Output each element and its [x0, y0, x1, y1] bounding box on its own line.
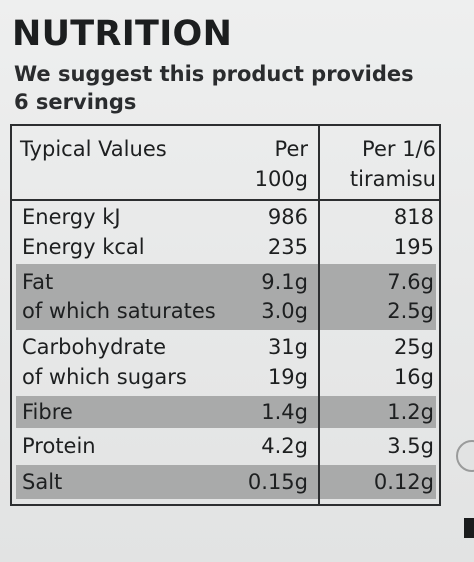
row-value-protein-per100: 4.2g [261, 434, 308, 458]
shaded-band-salt [16, 465, 322, 499]
row-value-fat-perserve: 7.6g [387, 270, 434, 294]
row-label-saturates: of which saturates [22, 299, 216, 323]
servings-note: We suggest this product provides 6 servi… [14, 60, 434, 116]
shaded-band-salt-serve [322, 465, 436, 499]
header-per-serving-line-1: Per 1/6 [362, 137, 436, 161]
row-label-salt: Salt [22, 470, 63, 494]
row-label-carbohydrate: Carbohydrate [22, 335, 167, 359]
row-value-energy-kcal-per100: 235 [267, 235, 308, 259]
header-per-100g-line-1: Per [274, 137, 308, 161]
shaded-band-fibre-serve [322, 396, 436, 428]
shaded-band-fat-serve [322, 264, 436, 330]
row-value-fibre-per100: 1.4g [261, 400, 308, 424]
nutrition-title: NUTRITION [12, 14, 233, 54]
row-value-salt-per100: 0.15g [247, 470, 308, 494]
row-label-energy-kj: Energy kJ [22, 205, 121, 229]
servings-note-line-2: 6 servings [14, 90, 137, 114]
packaging-edge-mark [456, 440, 474, 472]
header-per-serving: Per 1/6 tiramisu [350, 134, 436, 194]
row-value-saturates-perserve: 2.5g [387, 299, 434, 323]
row-label-fat: Fat [22, 270, 54, 294]
row-value-protein-perserve: 3.5g [387, 434, 434, 458]
column-divider [318, 124, 320, 506]
packaging-corner-mark [464, 518, 474, 538]
row-label-energy-kcal: Energy kcal [22, 235, 145, 259]
header-per-serving-line-2: tiramisu [349, 167, 436, 191]
header-typical-values: Typical Values [20, 137, 167, 161]
shaded-band-fat [16, 264, 322, 330]
row-value-energy-kj-perserve: 818 [393, 205, 434, 229]
row-label-protein: Protein [22, 434, 96, 458]
servings-note-line-1: We suggest this product provides [14, 62, 414, 86]
row-value-sugars-perserve: 16g [393, 365, 434, 389]
row-label-sugars: of which sugars [22, 365, 187, 389]
row-value-fibre-perserve: 1.2g [387, 400, 434, 424]
row-value-carbohydrate-perserve: 25g [393, 335, 434, 359]
row-value-energy-kcal-perserve: 195 [393, 235, 434, 259]
header-divider [10, 199, 441, 201]
header-per-100g-line-2: 100g [254, 167, 308, 191]
header-per-100g: Per 100g [255, 134, 308, 194]
row-value-energy-kj-per100: 986 [267, 205, 308, 229]
row-value-salt-perserve: 0.12g [373, 470, 434, 494]
row-value-fat-per100: 9.1g [261, 270, 308, 294]
nutrition-table [10, 124, 441, 506]
row-value-carbohydrate-per100: 31g [267, 335, 308, 359]
row-label-fibre: Fibre [22, 400, 73, 424]
row-value-saturates-per100: 3.0g [261, 299, 308, 323]
shaded-band-fibre [16, 396, 322, 428]
row-value-sugars-per100: 19g [267, 365, 308, 389]
